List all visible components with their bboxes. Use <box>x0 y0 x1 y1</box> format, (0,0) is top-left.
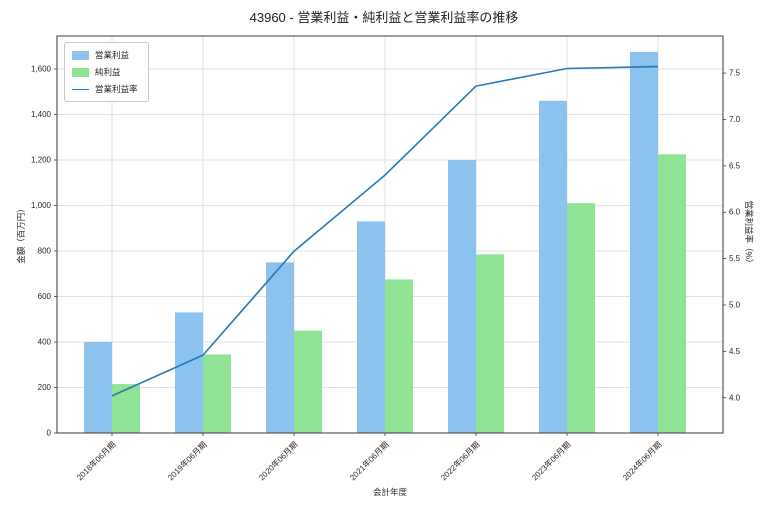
chart-title: 43960 - 営業利益・純利益と営業利益率の推移 <box>249 10 519 25</box>
legend-swatch-bar <box>72 50 89 60</box>
legend-label: 純利益 <box>95 67 121 77</box>
y-left-tick-label: 400 <box>38 338 52 347</box>
y-left-tick-label: 1,200 <box>31 156 52 165</box>
plot-border <box>56 35 724 434</box>
y-right-tick-label: 7.0 <box>729 115 741 124</box>
x-tick-label: 2022年06月期 <box>438 439 481 482</box>
line-operating-margin <box>111 65 659 397</box>
y-right-tick-label: 4.5 <box>729 347 741 356</box>
legend-item: 純利益 <box>72 66 138 78</box>
x-tick-label: 2021年06月期 <box>347 439 390 482</box>
bar <box>294 330 322 433</box>
bar-series-net-profit <box>112 154 686 434</box>
legend-item: 営業利益 <box>72 49 138 61</box>
bar <box>357 221 385 433</box>
legend-swatch-bar <box>72 67 89 77</box>
x-tick-label: 2020年06月期 <box>256 439 299 482</box>
bar <box>448 160 476 433</box>
x-tick-label: 2024年06月期 <box>620 439 663 482</box>
y-right-tick-label: 5.0 <box>729 301 741 310</box>
legend-label: 営業利益率 <box>95 84 138 94</box>
legend-swatch-line <box>72 88 89 90</box>
legend-label: 営業利益 <box>95 50 130 60</box>
right-axis-label: 営業利益率（%） <box>744 200 754 268</box>
y-left-tick-label: 600 <box>38 292 52 301</box>
y-left-tick-label: 800 <box>38 247 52 256</box>
legend: 営業利益純利益営業利益率 <box>64 42 149 102</box>
y-right-tick-label: 7.5 <box>729 69 741 78</box>
y-right-tick-label: 4.0 <box>729 393 741 402</box>
bar <box>539 100 567 434</box>
x-axis-label: 会計年度 <box>372 487 407 497</box>
bar <box>203 354 231 433</box>
bar-series-operating-profit <box>84 51 658 434</box>
bar <box>658 154 686 434</box>
y-left-tick-label: 0 <box>47 429 52 438</box>
bar <box>175 312 203 433</box>
bar <box>476 254 504 433</box>
y-left-tick-label: 1,400 <box>31 110 52 119</box>
left-axis-label: 金額（百万円） <box>16 204 26 264</box>
bar <box>112 384 140 433</box>
bar <box>84 342 112 433</box>
y-right-tick-label: 6.5 <box>729 161 741 170</box>
x-tick-label: 2018年06月期 <box>74 439 117 482</box>
y-right-tick-label: 6.0 <box>729 208 741 217</box>
bar <box>385 279 413 433</box>
bar <box>630 51 658 434</box>
legend-item: 営業利益率 <box>72 83 138 95</box>
bar <box>567 203 595 433</box>
y-left-tick-label: 1,000 <box>31 201 52 210</box>
x-tick-label: 2019年06月期 <box>165 439 208 482</box>
x-tick-label: 2023年06月期 <box>529 439 572 482</box>
y-left-tick-label: 1,600 <box>31 65 52 74</box>
bar <box>266 262 294 433</box>
y-left-tick-label: 200 <box>38 383 52 392</box>
y-right-tick-label: 5.5 <box>729 254 741 263</box>
